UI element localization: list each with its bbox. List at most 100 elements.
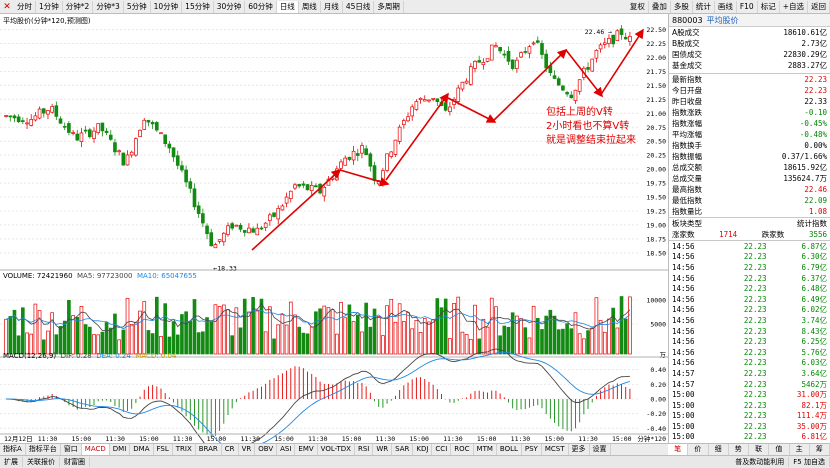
panel-tab[interactable]: 联 <box>749 444 770 455</box>
indicator-tab[interactable]: 更多 <box>569 444 590 455</box>
indicator-tab[interactable]: DMI <box>110 444 131 455</box>
volume-bar <box>368 326 373 355</box>
panel-tab[interactable]: 筹 <box>810 444 830 455</box>
toolbar-action[interactable]: 叠加 <box>649 0 671 13</box>
volume-bar <box>389 298 394 355</box>
period-tab[interactable]: 30分钟 <box>214 0 246 13</box>
kline-chart-area[interactable]: 22.50 22.25 22.00 21.75 21.50 21.25 21.00 20.75… <box>0 14 668 443</box>
toolbar-action[interactable]: +自选 <box>780 0 808 13</box>
indicator-tab[interactable]: MACD <box>81 444 110 455</box>
close-icon[interactable]: ✕ <box>3 1 11 12</box>
period-tab[interactable]: 分钟*2 <box>63 0 94 13</box>
period-tab[interactable]: 周线 <box>299 0 321 13</box>
indicator-tab[interactable]: CCI <box>432 444 452 455</box>
toolbar-action[interactable]: 返回 <box>808 0 830 13</box>
candle-body <box>422 99 427 102</box>
indicator-tab[interactable]: 指标A <box>0 444 26 455</box>
indicator-tab[interactable]: RSI <box>355 444 374 455</box>
toolbar-action[interactable]: F10 <box>737 0 758 13</box>
candle-body <box>628 35 632 42</box>
volume-bar <box>226 309 230 355</box>
indicator-tab[interactable]: 设置 <box>590 444 611 455</box>
tick-list[interactable]: 14:56 22.23 6.87亿 14:56 22.23 6.30亿 14:56 22.23… <box>669 240 830 463</box>
panel-tab[interactable]: 细 <box>709 444 729 455</box>
indicator-tab[interactable]: SAR <box>392 444 414 455</box>
panel-tab[interactable]: 价 <box>688 444 709 455</box>
volume-ma10: MA10: 65047655 <box>136 272 197 280</box>
indicator-tab[interactable]: 窗口 <box>61 444 82 455</box>
indicator-tab[interactable]: VOL-TDX <box>318 444 355 455</box>
toolbar-action[interactable]: 标记 <box>758 0 780 13</box>
indicator-tab[interactable]: DMA <box>130 444 154 455</box>
indicator-tab[interactable]: CR <box>222 444 239 455</box>
status-item[interactable]: 关联报价 <box>23 457 60 467</box>
toolbar-action[interactable]: 统计 <box>693 0 715 13</box>
status-right-2[interactable]: F5 加自选 <box>789 457 830 467</box>
indicator-tab[interactable]: KDJ <box>413 444 433 455</box>
indicator-tab[interactable]: TRIX <box>173 444 196 455</box>
period-tab[interactable]: 45日线 <box>343 0 375 13</box>
period-tab[interactable]: 分时 <box>14 0 36 13</box>
toolbar-action[interactable]: 多股 <box>671 0 693 13</box>
time-axis-label: 11:30 <box>38 435 58 443</box>
panel-tab[interactable]: 值 <box>769 444 790 455</box>
period-tab[interactable]: 60分钟 <box>245 0 277 13</box>
volume-bar <box>381 335 385 355</box>
indicator-tab[interactable]: 指标平台 <box>26 444 61 455</box>
status-right[interactable]: 普及数动能利用 <box>731 457 790 467</box>
indicator-tab[interactable]: BRAR <box>196 444 222 455</box>
macd-dif-line <box>6 348 630 443</box>
candle-body <box>498 46 502 52</box>
period-tab[interactable]: 10分钟 <box>151 0 183 13</box>
candle-body <box>385 153 389 171</box>
panel-tab[interactable]: 势 <box>729 444 749 455</box>
indicator-tab[interactable]: PSY <box>522 444 542 455</box>
status-item[interactable]: 财富圈 <box>60 457 90 467</box>
candle-body <box>393 139 398 155</box>
indicator-tab[interactable]: BOLL <box>497 444 522 455</box>
panel-tab[interactable]: 主 <box>790 444 810 455</box>
candle-body <box>540 43 544 55</box>
period-tab[interactable]: 15分钟 <box>182 0 214 13</box>
price-tick-label: 22.50 <box>646 26 666 34</box>
panel-tab[interactable]: 笔 <box>668 444 689 455</box>
candle-body <box>79 132 84 143</box>
indicator-tab[interactable]: WR <box>373 444 393 455</box>
indicator-tab[interactable]: FSL <box>154 444 173 455</box>
period-tab[interactable]: 日线 <box>276 0 299 13</box>
indicator-tab[interactable]: MTM <box>474 444 497 455</box>
tick-time: 14:57 <box>672 379 695 389</box>
time-axis-label: 15:00 <box>409 435 429 443</box>
indicator-tab[interactable]: ASI <box>277 444 296 455</box>
tick-time: 14:56 <box>672 305 695 315</box>
volume-bar <box>213 304 218 355</box>
toolbar-action[interactable]: 复权 <box>627 0 649 13</box>
period-tab[interactable]: 分钟*3 <box>93 0 124 13</box>
volume-bar <box>171 321 176 355</box>
candle-body <box>389 151 394 157</box>
volume-bar <box>410 328 415 355</box>
indicator-tab[interactable]: ROC <box>451 444 474 455</box>
annotation-line-2: 2小时看也不算V转 <box>546 121 630 132</box>
indicator-tab[interactable]: EMV <box>295 444 318 455</box>
period-tab[interactable]: 多周期 <box>374 0 404 13</box>
tick-volume: 82.1万 <box>801 400 827 410</box>
volume-bar <box>531 305 536 355</box>
status-item[interactable]: 扩展 <box>0 457 23 467</box>
indicator-tab[interactable]: MCST <box>542 444 569 455</box>
tick-time: 14:57 <box>672 368 695 378</box>
period-tab[interactable]: 1分钟 <box>36 0 63 13</box>
volume-bar <box>385 305 389 355</box>
volume-bar <box>134 321 138 355</box>
candle-body <box>201 213 205 224</box>
candle-body <box>502 53 507 56</box>
period-tab[interactable]: 月线 <box>321 0 343 13</box>
period-tab[interactable]: 5分钟 <box>124 0 151 13</box>
indicator-tab[interactable]: OBV <box>255 444 278 455</box>
volume-bar <box>309 326 314 355</box>
toolbar-action[interactable]: 画线 <box>715 0 737 13</box>
indicator-tab[interactable]: VR <box>239 444 256 455</box>
candle-body <box>268 214 272 221</box>
candle-body <box>573 89 578 101</box>
volume-bar <box>46 330 50 355</box>
